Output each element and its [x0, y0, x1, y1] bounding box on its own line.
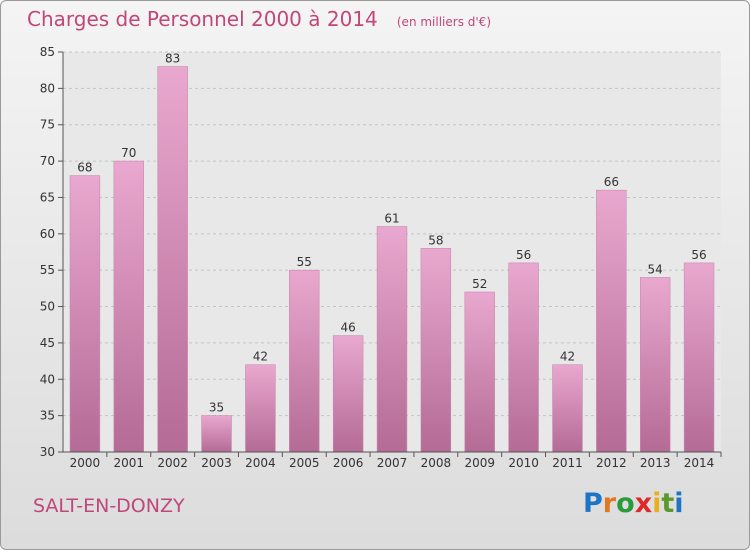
y-tick-label: 40	[40, 372, 55, 386]
chart-title: Charges de Personnel 2000 à 2014	[27, 7, 378, 31]
bar-value-label: 83	[165, 52, 180, 66]
bar-value-label: 66	[604, 175, 619, 189]
bar	[552, 364, 583, 453]
x-tick-label: 2010	[508, 456, 539, 470]
bar	[289, 269, 320, 453]
bar-value-label: 68	[77, 161, 92, 175]
bar-value-label: 54	[648, 262, 663, 276]
proxiti-logo: Proxiti	[583, 488, 684, 519]
x-tick-label: 2005	[289, 456, 320, 470]
logo-letter: o	[616, 488, 635, 519]
bar	[683, 262, 715, 453]
bar	[508, 262, 539, 453]
bar-value-label: 42	[253, 350, 268, 364]
x-tick-label: 2007	[377, 456, 408, 470]
y-tick-label: 50	[40, 300, 55, 314]
bar-value-label: 56	[691, 248, 706, 262]
x-tick-label: 2002	[157, 456, 188, 470]
bar-value-label: 42	[560, 350, 575, 364]
y-tick-label: 60	[40, 227, 55, 241]
x-tick-label: 2001	[114, 456, 145, 470]
chart-subtitle: (en milliers d'€)	[396, 15, 491, 29]
bar	[376, 226, 408, 453]
bar	[157, 66, 188, 453]
x-tick-label: 2011	[552, 456, 583, 470]
y-tick-label: 85	[40, 45, 55, 59]
y-tick-label: 65	[40, 190, 55, 204]
x-tick-label: 2000	[70, 456, 101, 470]
x-tick-label: 2003	[201, 456, 232, 470]
y-tick-label: 55	[40, 263, 55, 277]
x-tick-label: 2009	[464, 456, 495, 470]
logo-letter: i	[674, 488, 684, 519]
x-tick-label: 2014	[684, 456, 715, 470]
x-tick-label: 2012	[596, 456, 627, 470]
y-tick-label: 30	[40, 445, 55, 459]
logo-letter: P	[583, 488, 603, 519]
bar-value-label: 46	[340, 321, 355, 335]
bar-value-label: 55	[297, 255, 312, 269]
y-tick-label: 45	[40, 336, 55, 350]
logo-letter: t	[661, 488, 675, 519]
logo-letter: x	[634, 488, 653, 519]
logo-letter: i	[652, 488, 662, 519]
x-tick-label: 2008	[421, 456, 452, 470]
bar-value-label: 35	[209, 401, 224, 415]
bar-value-label: 52	[472, 277, 487, 291]
x-tick-label: 2004	[245, 456, 276, 470]
bar	[420, 248, 452, 453]
bar-value-label: 61	[384, 212, 399, 226]
bar	[596, 189, 627, 453]
bar	[69, 175, 101, 453]
x-tick-label: 2006	[333, 456, 364, 470]
bar	[201, 415, 232, 453]
bar	[464, 291, 495, 453]
y-tick-label: 75	[40, 118, 55, 132]
bar-value-label: 70	[121, 146, 136, 160]
bar-value-label: 56	[516, 248, 531, 262]
x-tick-label: 2013	[640, 456, 671, 470]
y-tick-label: 70	[40, 154, 55, 168]
bar	[245, 364, 276, 453]
commune-name: SALT-EN-DONZY	[33, 495, 185, 517]
bar	[332, 335, 364, 453]
y-tick-label: 80	[40, 81, 55, 95]
logo-letter: r	[602, 488, 617, 519]
y-tick-label: 35	[40, 409, 55, 423]
bar-value-label: 58	[428, 233, 443, 247]
bar	[639, 277, 671, 453]
title-row: Charges de Personnel 2000 à 2014 (en mil…	[27, 7, 491, 31]
bar	[113, 160, 145, 453]
